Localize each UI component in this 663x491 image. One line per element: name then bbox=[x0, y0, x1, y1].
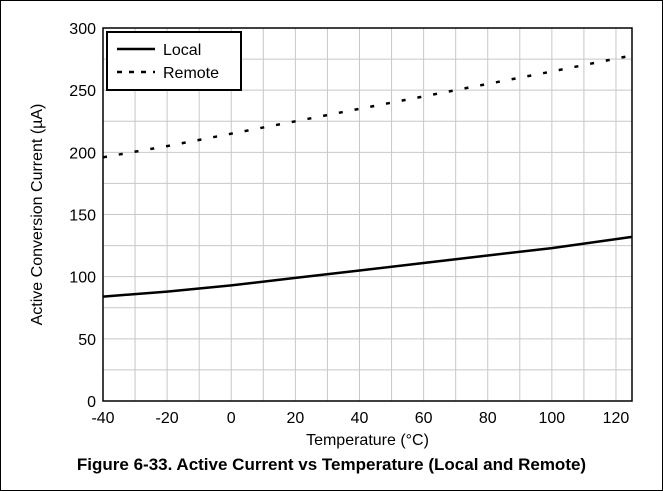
figure-caption: Figure 6-33. Active Current vs Temperatu… bbox=[76, 455, 587, 474]
series-line-remote bbox=[102, 54, 633, 159]
x-tick-label: 60 bbox=[415, 410, 433, 427]
x-tick-label: 40 bbox=[351, 410, 369, 427]
x-tick-label: 120 bbox=[603, 410, 630, 427]
x-tick-label: 20 bbox=[286, 410, 304, 427]
y-tick-label: 300 bbox=[69, 21, 96, 38]
y-tick-label: 250 bbox=[69, 83, 96, 100]
line-chart: -40 -20 0 20 40 60 80 100 120050100150200250300 … bbox=[29, 21, 633, 449]
y-tick-label: 200 bbox=[69, 145, 96, 162]
x-tick-label: -40 bbox=[91, 410, 114, 427]
legend-label-local: Local bbox=[163, 42, 201, 59]
tick-labels: -40 -20 0 20 40 60 80 100 120 0 50 100 150 200 250 300 bbox=[69, 21, 629, 427]
y-tick-label: 0 bbox=[87, 394, 96, 411]
y-tick-label: 50 bbox=[78, 332, 96, 349]
x-tick-label: 100 bbox=[538, 410, 565, 427]
legend-box bbox=[106, 31, 242, 91]
legend: Local Remote bbox=[106, 31, 242, 91]
y-axis-label: Active Conversion Current (µA) bbox=[29, 104, 46, 326]
x-tick-label: 80 bbox=[479, 410, 497, 427]
series-group bbox=[102, 54, 633, 298]
x-axis-label: Temperature (°C) bbox=[306, 432, 429, 449]
legend-label-remote: Remote bbox=[163, 65, 219, 82]
grid bbox=[103, 28, 632, 401]
x-tick-label: -20 bbox=[156, 410, 179, 427]
x-tick-label: 0 bbox=[227, 410, 236, 427]
series-line-local bbox=[102, 235, 633, 298]
plot-area bbox=[102, 27, 633, 402]
y-tick-label: 150 bbox=[69, 208, 96, 225]
y-tick-label: 100 bbox=[69, 270, 96, 287]
